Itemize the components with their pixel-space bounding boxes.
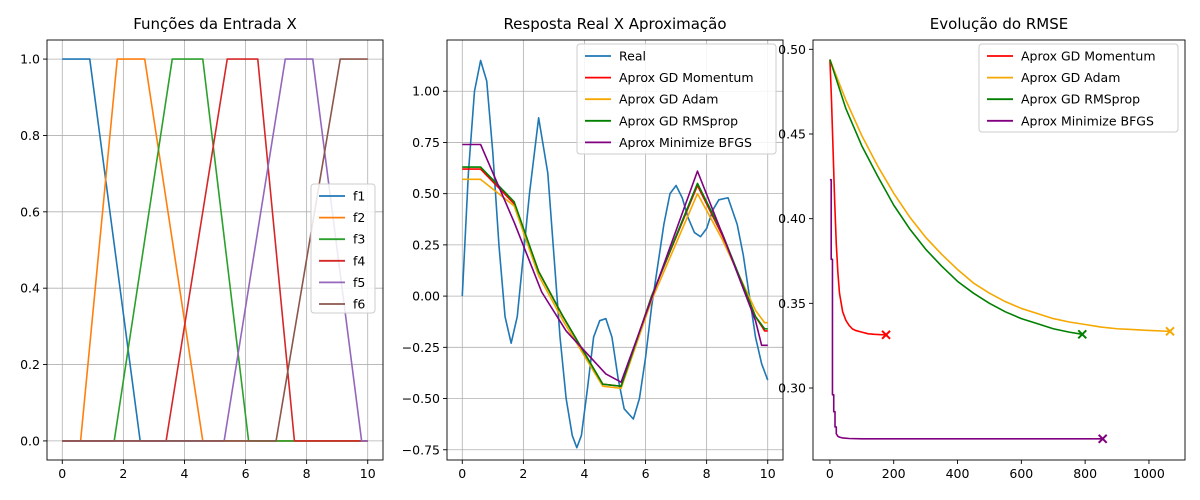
chart-title: Evolução do RMSE bbox=[930, 15, 1068, 33]
legend: f1 f2 f3 f4 f5 f6 bbox=[310, 183, 376, 314]
legend-label: Aprox Minimize BFGS bbox=[619, 135, 752, 150]
x-tick-label: 0 bbox=[826, 466, 834, 481]
chart-panel-3: 0 200 400 600 800 1000 0.30 0.35 0.40 0.45 0.50 Evo… bbox=[778, 15, 1186, 481]
series-group bbox=[62, 58, 368, 442]
legend-label: f4 bbox=[353, 253, 365, 268]
chart-panel-1: 0 2 4 6 8 10 0.0 0.2 0.4 0.6 0.8 1.0 Funções da Entr… bbox=[20, 15, 384, 481]
y-tick-label: 1.0 bbox=[20, 52, 40, 67]
legend: Aprox GD Momentum Aprox GD Adam Aprox GD R… bbox=[978, 43, 1179, 133]
axes-frame bbox=[446, 39, 784, 461]
y-tick-label: 0.6 bbox=[20, 204, 40, 219]
y-tick-label: −0.50 bbox=[402, 391, 440, 406]
x-tick-label: 0 bbox=[58, 466, 66, 481]
y-tick-label: 0.8 bbox=[20, 128, 40, 143]
legend-label: f3 bbox=[353, 232, 365, 247]
x-tick-label: 2 bbox=[119, 466, 127, 481]
end-marker bbox=[881, 330, 891, 340]
end-marker bbox=[1097, 434, 1108, 444]
legend-box bbox=[978, 43, 1179, 133]
legend-label: Aprox GD Adam bbox=[619, 92, 718, 107]
x-tick-label: 10 bbox=[760, 466, 776, 481]
legend: Real Aprox GD Momentum Aprox GD Adam Aprox … bbox=[576, 43, 777, 155]
y-tick-label: 1.00 bbox=[412, 84, 440, 99]
series-line-aprox-gd-adam bbox=[462, 178, 768, 390]
chart-title: Funções da Entrada X bbox=[133, 15, 297, 33]
legend-box bbox=[310, 183, 376, 314]
y-tick-label: −0.25 bbox=[402, 340, 440, 355]
end-marker bbox=[1165, 326, 1175, 336]
legend-label: f5 bbox=[353, 275, 365, 290]
legend-label: Aprox GD Adam bbox=[1021, 70, 1120, 85]
y-tick-label: 0.2 bbox=[20, 357, 40, 372]
y-tick-label: 0.75 bbox=[412, 135, 440, 150]
x-tick-label: 800 bbox=[1073, 466, 1097, 481]
x-tick-label: 200 bbox=[882, 466, 906, 481]
series-line-aprox-gd-momentum bbox=[829, 59, 887, 336]
legend-label: f1 bbox=[353, 189, 365, 204]
x-tick-label: 400 bbox=[946, 466, 970, 481]
y-tick-label: −0.75 bbox=[402, 442, 440, 457]
legend-label: Aprox GD Momentum bbox=[1021, 49, 1156, 64]
x-tick-label: 600 bbox=[1009, 466, 1033, 481]
series-line-aprox-minimize-bfgs bbox=[462, 143, 768, 383]
y-tick-label: 0.30 bbox=[778, 381, 806, 396]
series-line-aprox-gd-adam bbox=[829, 59, 1171, 333]
chart-title: Resposta Real X Aproximação bbox=[503, 15, 726, 33]
legend-label: Real bbox=[619, 49, 646, 64]
legend-label: f6 bbox=[353, 297, 365, 312]
legend-label: Aprox GD Momentum bbox=[619, 70, 754, 85]
series-group bbox=[461, 59, 769, 449]
y-tick-label: 0.50 bbox=[412, 186, 440, 201]
end-marker bbox=[1077, 329, 1087, 340]
legend-label: f2 bbox=[353, 210, 365, 225]
y-tick-label: 0.50 bbox=[778, 42, 806, 57]
legend-label: Aprox Minimize BFGS bbox=[1021, 113, 1154, 128]
y-tick-label: 0.4 bbox=[20, 281, 40, 296]
y-tick-label: 0.35 bbox=[778, 296, 806, 311]
x-tick-label: 6 bbox=[642, 466, 650, 481]
axes-frame bbox=[812, 39, 1186, 461]
axes-frame bbox=[46, 39, 384, 461]
series-line-f6 bbox=[62, 58, 368, 442]
y-tick-label: 0.00 bbox=[412, 289, 440, 304]
legend-label: Aprox GD RMSprop bbox=[619, 113, 738, 128]
legend-box bbox=[576, 43, 777, 155]
series-group bbox=[829, 59, 1171, 440]
x-tick-label: 2 bbox=[519, 466, 527, 481]
x-tick-label: 8 bbox=[703, 466, 711, 481]
y-tick-label: 0.25 bbox=[412, 237, 440, 252]
x-tick-label: 10 bbox=[360, 466, 376, 481]
x-tick-label: 0 bbox=[458, 466, 466, 481]
x-tick-label: 4 bbox=[580, 466, 588, 481]
x-tick-label: 1000 bbox=[1133, 466, 1165, 481]
x-tick-label: 6 bbox=[242, 466, 250, 481]
y-tick-label: 0.40 bbox=[778, 211, 806, 226]
legend-label: Aprox GD RMSprop bbox=[1021, 92, 1140, 107]
series-line-aprox-minimize-bfgs bbox=[829, 178, 1103, 440]
y-tick-label: 0.45 bbox=[778, 126, 806, 141]
series-line-aprox-gd-rmsprop bbox=[462, 166, 768, 388]
x-tick-label: 8 bbox=[303, 466, 311, 481]
y-tick-label: 0.0 bbox=[20, 433, 40, 448]
chart-panel-2: 0 2 4 6 8 10 −0.75 −0.50 −0.25 0.00 0.25 0.50 0.75 1.… bbox=[402, 15, 784, 481]
series-line-aprox-gd-rmsprop bbox=[829, 59, 1083, 336]
x-tick-label: 4 bbox=[180, 466, 188, 481]
